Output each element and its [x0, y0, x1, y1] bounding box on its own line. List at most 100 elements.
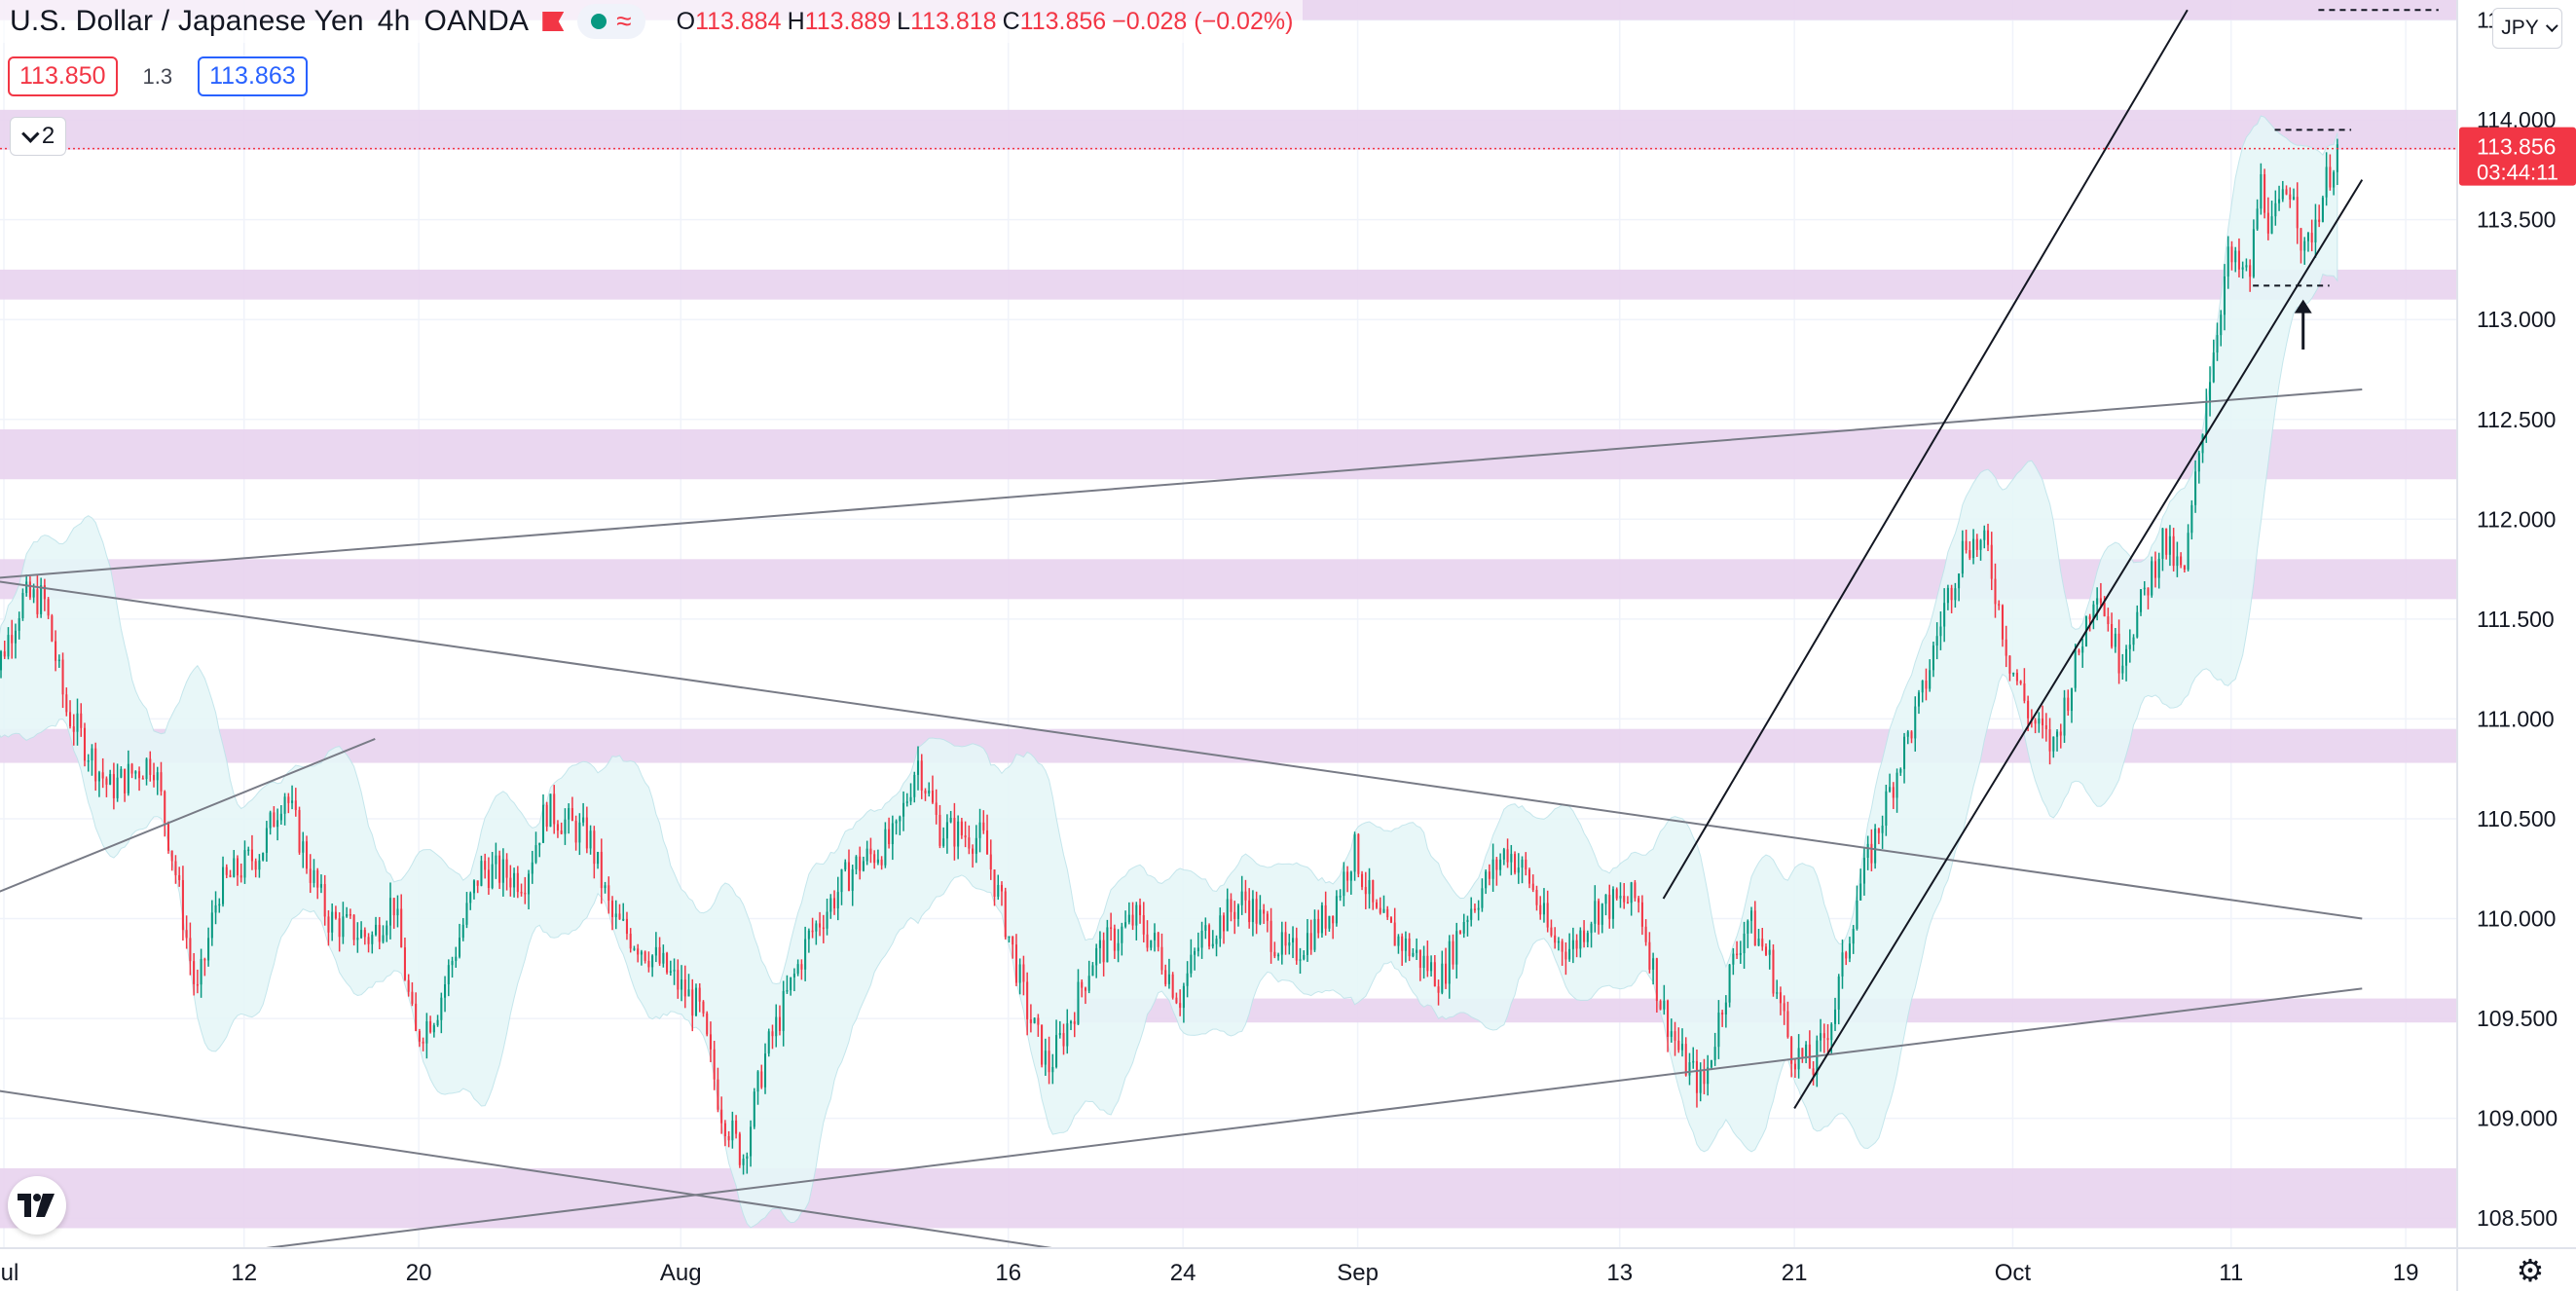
x-tick-label: 12	[231, 1260, 257, 1286]
symbol-title[interactable]: U.S. Dollar / Japanese Yen	[10, 5, 364, 37]
candle	[538, 842, 541, 846]
tradingview-logo-icon[interactable]	[8, 1176, 66, 1235]
candle	[2048, 729, 2051, 752]
candle	[1852, 929, 1855, 944]
candle	[767, 1031, 770, 1054]
candle	[11, 635, 14, 644]
candle	[403, 947, 406, 980]
candle	[28, 581, 31, 598]
candle	[862, 861, 865, 871]
candle	[1292, 938, 1295, 943]
candle	[1364, 887, 1367, 895]
candle	[1412, 952, 1415, 957]
candle	[127, 763, 129, 793]
candle	[1910, 731, 1913, 739]
candle	[516, 872, 519, 893]
candle	[185, 930, 188, 939]
candle	[869, 848, 872, 855]
candle	[905, 801, 908, 803]
candle	[1445, 963, 1448, 984]
candle	[1448, 941, 1451, 984]
candle	[2128, 645, 2131, 649]
y-tick-label: 112.500	[2477, 407, 2556, 432]
settings-gear-icon[interactable]: ⚙	[2516, 1253, 2545, 1288]
candle	[1929, 670, 1932, 689]
candle	[2056, 731, 2059, 737]
candle	[1200, 930, 1203, 948]
candle	[1517, 867, 1520, 873]
candle	[170, 850, 173, 862]
candle	[2310, 233, 2313, 243]
candle	[18, 618, 20, 631]
candle	[1889, 787, 1892, 792]
candle	[367, 937, 370, 944]
candle	[677, 970, 680, 990]
candle	[775, 1016, 778, 1037]
candle	[1539, 904, 1542, 915]
candle	[1401, 936, 1404, 951]
candle	[2180, 556, 2183, 566]
candle	[447, 965, 450, 985]
candle	[1091, 965, 1094, 977]
currency-selector[interactable]: JPY	[2492, 8, 2562, 49]
candle	[1761, 939, 1764, 947]
candle	[1004, 891, 1007, 938]
candle	[2153, 561, 2156, 578]
candle	[371, 935, 374, 944]
candle	[149, 758, 152, 775]
candle	[2044, 724, 2047, 730]
candle	[1466, 919, 1469, 923]
candle	[51, 615, 54, 642]
candle	[465, 903, 468, 925]
candle	[469, 893, 472, 904]
candle	[302, 841, 305, 853]
candle	[1514, 854, 1517, 873]
candle	[873, 854, 876, 864]
candle	[786, 990, 789, 992]
candle	[2111, 623, 2114, 647]
price-axis-bg	[2457, 0, 2576, 1291]
interval-label[interactable]: 4h	[377, 5, 411, 37]
candle	[763, 1053, 767, 1088]
candle	[800, 964, 803, 970]
candle	[1117, 942, 1120, 951]
candle	[662, 952, 665, 964]
candle	[1157, 933, 1159, 947]
candle	[1058, 1033, 1061, 1036]
candle	[1098, 940, 1101, 948]
candle	[1393, 922, 1396, 946]
candle	[753, 1091, 755, 1127]
price-zone	[0, 1167, 2457, 1229]
candle	[2136, 611, 2139, 638]
candle	[1946, 587, 1949, 604]
y-tick-label: 113.000	[2477, 307, 2556, 332]
candle	[436, 1019, 439, 1026]
candle	[2052, 736, 2055, 752]
candle	[458, 938, 461, 957]
candle	[840, 869, 843, 893]
candle	[935, 802, 938, 815]
candle	[1757, 939, 1760, 946]
candle	[294, 800, 297, 811]
sell-button[interactable]: 113.850	[8, 56, 118, 96]
candle	[1816, 1040, 1819, 1075]
market-status-pill[interactable]: ≈	[577, 4, 645, 39]
candle	[644, 951, 646, 961]
candle	[597, 851, 600, 865]
candle	[225, 867, 228, 875]
candle	[181, 879, 184, 931]
candle	[1372, 880, 1375, 903]
buy-button[interactable]: 113.863	[198, 56, 308, 96]
candle	[859, 856, 862, 871]
candle	[472, 880, 475, 894]
candle	[316, 869, 319, 888]
candle	[1313, 918, 1316, 950]
candle	[1707, 1067, 1710, 1085]
candle	[193, 961, 196, 984]
candle	[687, 989, 690, 997]
candle	[1925, 681, 1928, 689]
indicators-toggle[interactable]: 2	[10, 117, 66, 156]
flag-icon[interactable]	[542, 12, 565, 31]
candle	[790, 977, 792, 991]
